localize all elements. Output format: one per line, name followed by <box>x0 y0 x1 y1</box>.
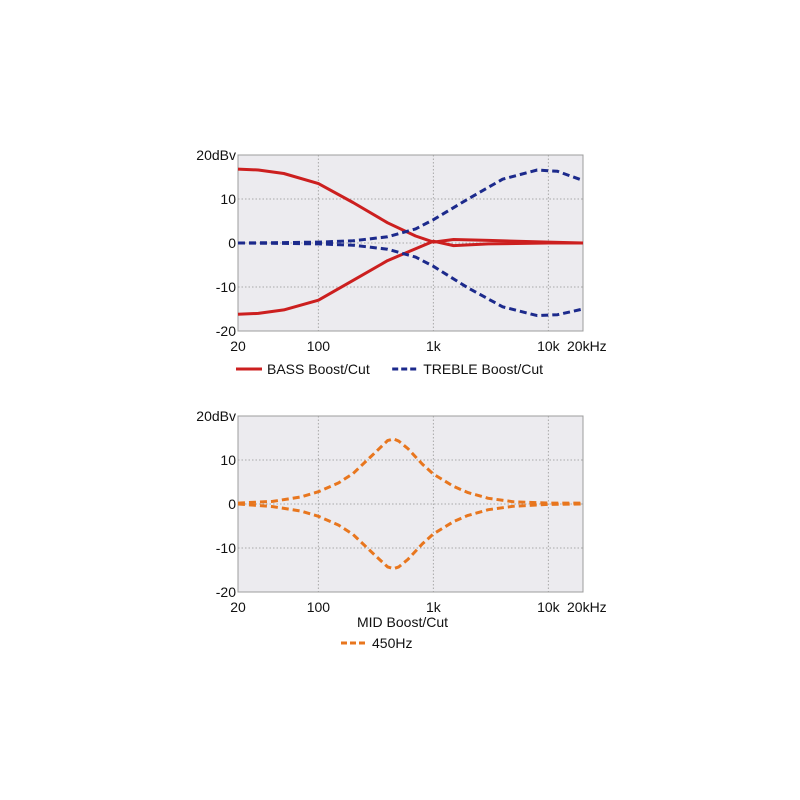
x-tick-label: 20 <box>230 338 246 354</box>
x-tick-label: 20kHz <box>567 599 607 615</box>
y-tick-label: 20dBv <box>196 147 236 163</box>
y-tick-label: 20dBv <box>196 408 236 424</box>
x-tick-label: 1k <box>426 338 442 354</box>
series-line-treble-boost-cut-4 <box>237 241 584 318</box>
series-line-450hz-1 <box>237 437 583 505</box>
series-line-450hz-2 <box>237 502 584 571</box>
legend: BASS Boost/Cut TREBLE Boost/Cut <box>236 361 543 377</box>
y-tick-label: 0 <box>228 496 236 512</box>
series-line-bass-boost-cut-2 <box>237 239 583 316</box>
series-line-bass-boost-cut-1 <box>237 167 584 245</box>
x-tick-label: 10k <box>537 599 561 615</box>
y-tick-label: -20 <box>216 323 236 339</box>
x-tick-label: 100 <box>307 599 331 615</box>
x-tick-label: 100 <box>307 338 331 354</box>
legend-label-treble-boost-cut: TREBLE Boost/Cut <box>423 361 543 377</box>
legend-label-bass-boost-cut: BASS Boost/Cut <box>267 361 370 377</box>
legend-label-450hz: 450Hz <box>372 635 412 651</box>
y-tick-label: 0 <box>228 235 236 251</box>
series-line-treble-boost-cut-3 <box>237 168 584 245</box>
legend: MID Boost/Cut 450Hz <box>341 614 448 651</box>
legend-title: MID Boost/Cut <box>357 614 448 630</box>
x-tick-label: 20kHz <box>567 338 607 354</box>
y-tick-label: -20 <box>216 584 236 600</box>
y-tick-label: 10 <box>220 191 236 207</box>
y-tick-label: -10 <box>216 540 236 556</box>
x-tick-label: 20 <box>230 599 246 615</box>
x-tick-label: 1k <box>426 599 442 615</box>
y-tick-label: 10 <box>220 452 236 468</box>
x-tick-label: 10k <box>537 338 561 354</box>
y-tick-label: -10 <box>216 279 236 295</box>
